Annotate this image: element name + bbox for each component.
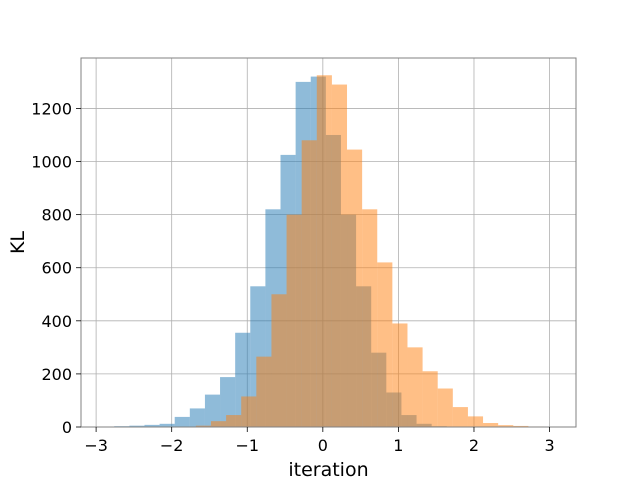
histogram-bar-series-2 bbox=[467, 416, 484, 427]
plot-frame bbox=[80, 57, 577, 428]
x-tick-label: 1 bbox=[393, 436, 403, 455]
histogram-bar-series-2 bbox=[498, 425, 514, 427]
histogram-bar-series-1 bbox=[144, 424, 160, 427]
histogram-bar-series-1 bbox=[220, 377, 236, 427]
histogram-bar-series-2 bbox=[392, 323, 408, 427]
x-axis-label: iteration bbox=[288, 459, 368, 480]
y-tick-label: 1000 bbox=[31, 153, 72, 172]
histogram-bar-series-1 bbox=[159, 423, 175, 427]
histogram-bar-series-2 bbox=[241, 396, 257, 427]
histogram-bar-series-1 bbox=[174, 416, 190, 427]
histogram-bar-series-2 bbox=[422, 371, 438, 427]
histogram-bar-series-2 bbox=[316, 75, 332, 427]
histogram-bar-series-2 bbox=[362, 209, 378, 427]
histogram-bar-series-1 bbox=[189, 408, 205, 427]
axis-ticks: −3 −2 −1 0 1 2 3 0 200 400 600 800 1000 1200 bbox=[31, 99, 554, 455]
x-tick-label: 2 bbox=[469, 436, 479, 455]
histogram-bar-series-1 bbox=[129, 425, 145, 427]
histogram-bar-series-2 bbox=[437, 388, 453, 427]
histogram-bar-series-2 bbox=[483, 423, 499, 427]
y-tick-label: 1200 bbox=[31, 99, 72, 118]
x-tick-label: −1 bbox=[235, 436, 259, 455]
histogram-bar-series-2 bbox=[256, 356, 272, 427]
y-tick-label: 0 bbox=[62, 418, 72, 437]
histogram-bar-series-2 bbox=[513, 425, 529, 427]
y-tick-label: 400 bbox=[41, 312, 72, 331]
histogram-bar-series-2 bbox=[407, 347, 423, 427]
y-axis-label: KL bbox=[7, 231, 29, 254]
histogram-bar-series-2 bbox=[271, 294, 287, 427]
histogram-bar-series-2 bbox=[286, 214, 302, 427]
y-tick-label: 600 bbox=[41, 259, 72, 278]
histogram-bar-series-2 bbox=[226, 415, 242, 427]
histogram-bar-series-1 bbox=[204, 394, 221, 427]
histogram-bar-series-2 bbox=[210, 421, 227, 427]
histogram-bar-series-2 bbox=[195, 425, 211, 427]
x-tick-label: 0 bbox=[318, 436, 328, 455]
histogram-bar-series-2 bbox=[377, 262, 393, 427]
histogram-bar-series-2 bbox=[331, 84, 348, 428]
y-tick-label: 200 bbox=[41, 365, 72, 384]
x-tick-label: 3 bbox=[544, 436, 554, 455]
histogram-bar-series-2 bbox=[452, 407, 468, 427]
histogram-bar-series-2 bbox=[347, 149, 363, 427]
y-tick-label: 800 bbox=[41, 206, 72, 225]
histogram-bar-series-2 bbox=[301, 140, 317, 427]
histogram-bars bbox=[114, 75, 544, 428]
x-tick-label: −2 bbox=[160, 436, 184, 455]
x-tick-label: −3 bbox=[84, 436, 108, 455]
